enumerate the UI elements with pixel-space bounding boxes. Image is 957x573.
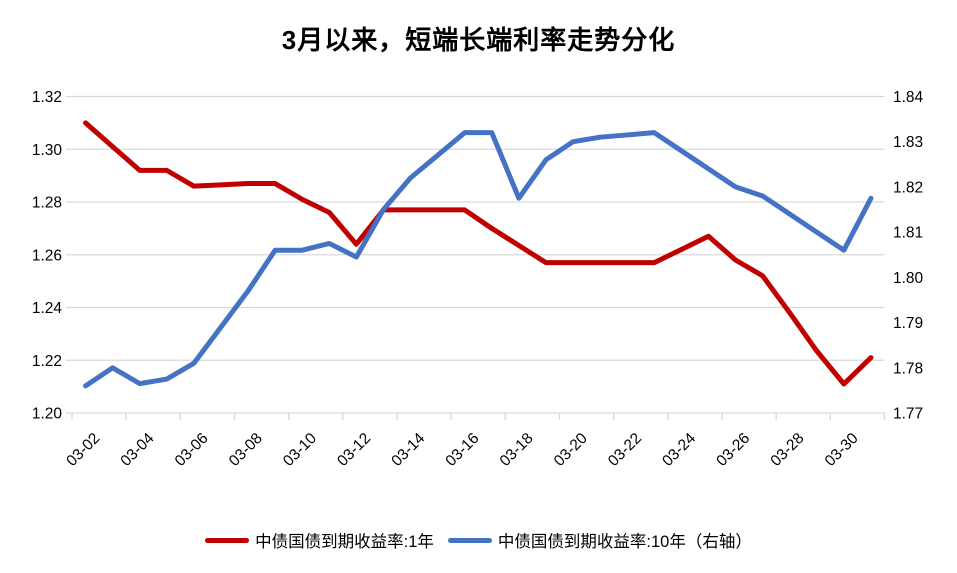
x-axis-tick-label: 03-16 [442,430,482,470]
x-axis-tick-label: 03-06 [172,430,212,470]
right-axis-tick-label: 1.77 [893,406,923,423]
left-axis-tick-label: 1.20 [32,406,63,423]
x-axis-tick-label: 03-26 [713,430,753,470]
x-axis-tick-label: 03-14 [388,430,428,470]
right-axis-tick-label: 1.80 [893,270,924,287]
left-axis-tick-label: 1.22 [32,353,62,370]
x-axis-tick-label: 03-18 [497,430,537,470]
left-axis-tick-label: 1.28 [32,195,62,212]
legend-label-1y: 中债国债到期收益率:1年 [255,533,434,551]
right-axis-tick-label: 1.84 [893,89,924,106]
x-axis-tick-label: 03-28 [767,430,807,470]
x-axis-tick-label: 03-10 [280,430,320,470]
legend-item-10y: 中债国债到期收益率:10年（右轴） [447,528,752,552]
legend-swatch-10y [447,537,492,543]
x-axis-tick-label: 03-02 [63,430,103,470]
right-axis-tick-label: 1.83 [893,134,923,151]
x-axis-tick-label: 03-08 [226,430,266,470]
left-axis-tick-label: 1.24 [32,300,63,317]
x-axis-tick-label: 03-04 [117,430,157,470]
x-axis-tick-label: 03-22 [605,430,645,470]
left-axis-tick-label: 1.32 [32,89,62,106]
x-axis-tick-label: 03-30 [822,430,862,470]
left-axis-tick-label: 1.30 [32,142,63,159]
left-axis-tick-label: 1.26 [32,247,62,264]
legend-label-10y: 中债国债到期收益率:10年（右轴） [497,533,752,551]
right-axis-tick-label: 1.78 [893,360,923,377]
x-axis-tick-label: 03-24 [659,430,699,470]
chart-legend: 中债国债到期收益率:1年 中债国债到期收益率:10年（右轴） [0,528,957,552]
right-axis-tick-label: 1.79 [893,315,923,332]
x-axis-tick-label: 03-12 [334,430,374,470]
legend-swatch-1y [205,537,250,543]
series-line-0 [83,120,874,387]
series-line-1 [83,130,874,389]
chart-title: 3月以来，短端长端利率走势分化 [281,25,676,55]
right-axis-tick-label: 1.82 [893,179,923,196]
right-axis-tick-label: 1.81 [893,225,923,242]
legend-item-1y: 中债国债到期收益率:1年 [205,528,434,552]
x-axis-tick-label: 03-20 [551,430,591,470]
